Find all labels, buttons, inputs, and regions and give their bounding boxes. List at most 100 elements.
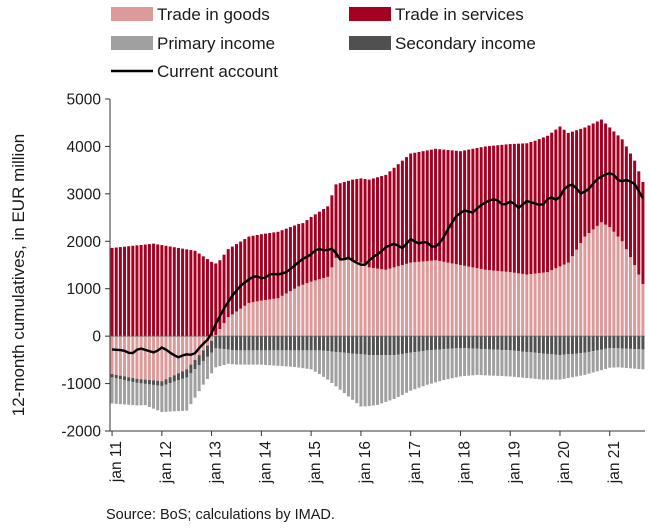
bar-secondary-income bbox=[467, 336, 471, 349]
bar-trade-in-goods bbox=[342, 259, 346, 337]
bar-trade-in-services bbox=[587, 125, 591, 233]
bar-primary-income bbox=[425, 350, 429, 385]
bar-trade-in-services bbox=[413, 152, 417, 263]
bar-secondary-income bbox=[417, 336, 421, 352]
bar-primary-income bbox=[463, 348, 467, 377]
bar-primary-income bbox=[272, 350, 276, 366]
bar-secondary-income bbox=[380, 336, 384, 356]
bar-trade-in-services bbox=[280, 230, 284, 296]
bar-primary-income bbox=[624, 348, 628, 368]
bar-trade-in-services bbox=[591, 123, 595, 230]
bar-trade-in-goods bbox=[363, 265, 367, 337]
bar-primary-income bbox=[479, 348, 483, 376]
bar-trade-in-services bbox=[123, 246, 127, 337]
legend-item: Secondary income bbox=[349, 34, 536, 53]
bar-trade-in-goods bbox=[210, 336, 214, 341]
bar-trade-in-goods bbox=[384, 269, 388, 337]
bar-primary-income bbox=[376, 355, 379, 405]
bar-secondary-income bbox=[280, 336, 284, 351]
bar-trade-in-goods bbox=[425, 261, 429, 337]
bar-primary-income bbox=[566, 354, 570, 379]
bar-secondary-income bbox=[612, 336, 616, 349]
bar-trade-in-goods bbox=[521, 273, 525, 337]
y-tick-label: 3000 bbox=[67, 186, 102, 203]
bar-secondary-income bbox=[152, 380, 156, 385]
bar-primary-income bbox=[533, 352, 537, 379]
bar-trade-in-goods bbox=[405, 263, 409, 337]
bar-primary-income bbox=[189, 373, 193, 405]
bar-secondary-income bbox=[442, 336, 446, 350]
bar-primary-income bbox=[284, 350, 288, 367]
bar-trade-in-goods bbox=[239, 308, 243, 337]
bar-trade-in-goods bbox=[197, 336, 201, 356]
bar-primary-income bbox=[359, 354, 363, 407]
bar-secondary-income bbox=[355, 336, 359, 354]
bar-secondary-income bbox=[139, 379, 143, 384]
bar-trade-in-services bbox=[537, 139, 541, 274]
bar-secondary-income bbox=[500, 336, 504, 350]
bar-trade-in-goods bbox=[235, 311, 238, 337]
bar-trade-in-services bbox=[305, 220, 309, 284]
legend-swatch bbox=[111, 7, 153, 21]
bar-secondary-income bbox=[421, 336, 425, 351]
bar-secondary-income bbox=[496, 336, 500, 350]
bar-trade-in-services bbox=[550, 132, 554, 271]
bar-primary-income bbox=[305, 350, 309, 369]
bar-trade-in-goods bbox=[434, 260, 438, 337]
bar-primary-income bbox=[214, 348, 218, 368]
source-note: Source: BoS; calculations by IMAD. bbox=[106, 507, 335, 523]
bar-primary-income bbox=[127, 381, 131, 405]
bar-primary-income bbox=[317, 350, 321, 375]
bar-primary-income bbox=[608, 348, 612, 368]
bar-trade-in-services bbox=[396, 164, 400, 267]
bar-secondary-income bbox=[317, 336, 321, 351]
bar-primary-income bbox=[110, 377, 114, 404]
bar-trade-in-services bbox=[172, 247, 176, 337]
bar-secondary-income bbox=[384, 336, 388, 356]
bar-trade-in-goods bbox=[620, 241, 624, 337]
bar-trade-in-goods bbox=[562, 264, 566, 337]
bar-trade-in-goods bbox=[579, 243, 583, 337]
bar-trade-in-services bbox=[309, 216, 313, 282]
bar-trade-in-services bbox=[595, 121, 599, 226]
bar-secondary-income bbox=[226, 336, 230, 350]
bar-trade-in-services bbox=[599, 119, 603, 223]
bar-secondary-income bbox=[558, 336, 562, 356]
bar-primary-income bbox=[131, 381, 135, 406]
bar-secondary-income bbox=[628, 336, 632, 349]
bar-trade-in-services bbox=[467, 149, 471, 267]
bar-trade-in-goods bbox=[326, 276, 330, 337]
bar-secondary-income bbox=[322, 336, 326, 351]
bar-trade-in-services bbox=[429, 149, 433, 261]
x-tick-label: jan 21 bbox=[606, 441, 623, 484]
bar-trade-in-goods bbox=[500, 271, 504, 337]
bar-trade-in-goods bbox=[309, 281, 313, 337]
bar-secondary-income bbox=[463, 336, 467, 349]
bar-trade-in-goods bbox=[392, 267, 396, 337]
bar-trade-in-services bbox=[276, 231, 280, 299]
bar-primary-income bbox=[118, 379, 122, 405]
legend-label: Current account bbox=[157, 62, 278, 81]
legend-label: Trade in goods bbox=[157, 5, 270, 24]
x-tick-label: jan 11 bbox=[108, 441, 125, 483]
legend-item: Primary income bbox=[111, 34, 275, 53]
bar-trade-in-goods bbox=[371, 267, 375, 337]
bar-secondary-income bbox=[276, 336, 280, 351]
bar-primary-income bbox=[487, 349, 491, 376]
bar-primary-income bbox=[537, 353, 541, 380]
bar-primary-income bbox=[562, 354, 566, 379]
bar-primary-income bbox=[454, 348, 458, 378]
bar-trade-in-services bbox=[421, 151, 425, 262]
bar-primary-income bbox=[363, 354, 367, 407]
bar-trade-in-services bbox=[512, 143, 516, 273]
bar-secondary-income bbox=[633, 336, 637, 350]
bar-primary-income bbox=[172, 381, 176, 412]
bar-trade-in-goods bbox=[268, 299, 272, 337]
bar-primary-income bbox=[210, 352, 214, 374]
bar-trade-in-goods bbox=[483, 269, 487, 337]
bar-primary-income bbox=[309, 350, 313, 370]
bar-secondary-income bbox=[487, 336, 491, 350]
x-tick-label: jan 12 bbox=[158, 441, 175, 484]
bar-trade-in-services bbox=[326, 206, 330, 277]
bar-secondary-income bbox=[330, 336, 334, 352]
